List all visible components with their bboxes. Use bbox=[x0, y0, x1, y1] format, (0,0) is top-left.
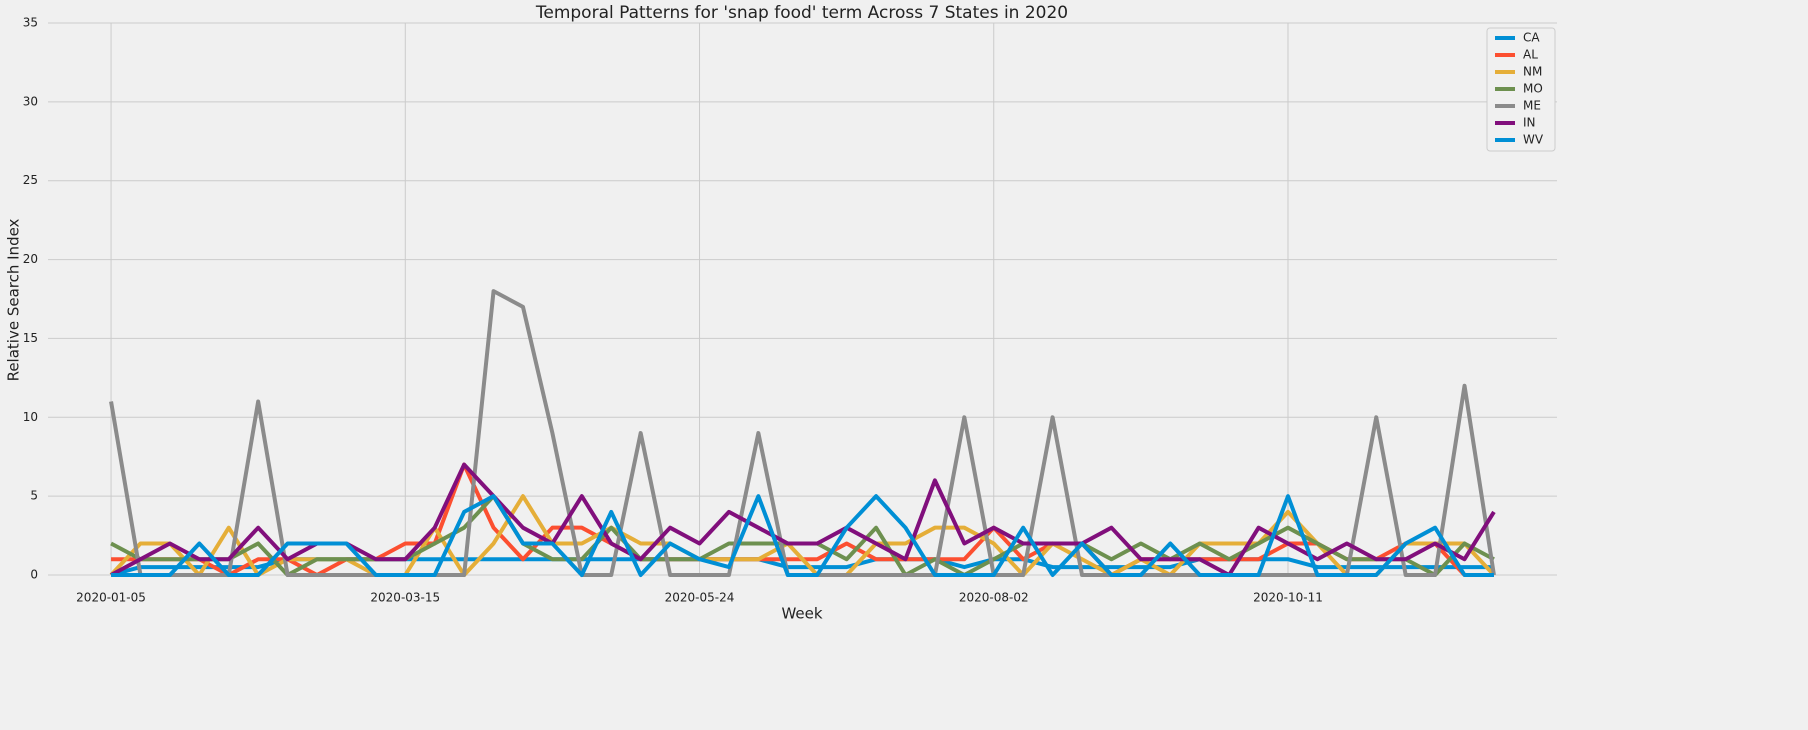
legend-label: IN bbox=[1523, 116, 1536, 130]
y-axis-label: Relative Search Index bbox=[5, 218, 23, 381]
legend-label: CA bbox=[1523, 31, 1540, 45]
y-tick-label: 35 bbox=[23, 16, 38, 30]
legend-label: NM bbox=[1523, 65, 1542, 79]
y-tick-label: 0 bbox=[30, 568, 38, 582]
y-tick-label: 25 bbox=[23, 173, 38, 187]
legend-label: MO bbox=[1523, 82, 1543, 96]
x-tick-label: 2020-10-11 bbox=[1253, 591, 1323, 605]
y-tick-label: 10 bbox=[23, 410, 38, 424]
y-tick-label: 15 bbox=[23, 331, 38, 345]
x-tick-label: 2020-05-24 bbox=[665, 591, 735, 605]
legend: CA AL NM MO ME IN WV bbox=[1486, 27, 1556, 152]
y-tick-label: 20 bbox=[23, 252, 38, 266]
legend-label: WV bbox=[1523, 133, 1544, 147]
x-tick-label: 2020-01-05 bbox=[76, 591, 146, 605]
x-tick-label: 2020-08-02 bbox=[959, 591, 1029, 605]
legend-box bbox=[1486, 27, 1556, 152]
series-line bbox=[111, 494, 1494, 577]
y-tick-label: 30 bbox=[23, 94, 38, 108]
legend-label: ME bbox=[1523, 99, 1541, 113]
x-axis-label: Week bbox=[781, 605, 822, 623]
y-tick-label: 5 bbox=[30, 489, 38, 503]
chart-title: Temporal Patterns for 'snap food' term A… bbox=[535, 3, 1068, 23]
legend-label: AL bbox=[1523, 48, 1538, 62]
x-tick-label: 2020-03-15 bbox=[370, 591, 440, 605]
